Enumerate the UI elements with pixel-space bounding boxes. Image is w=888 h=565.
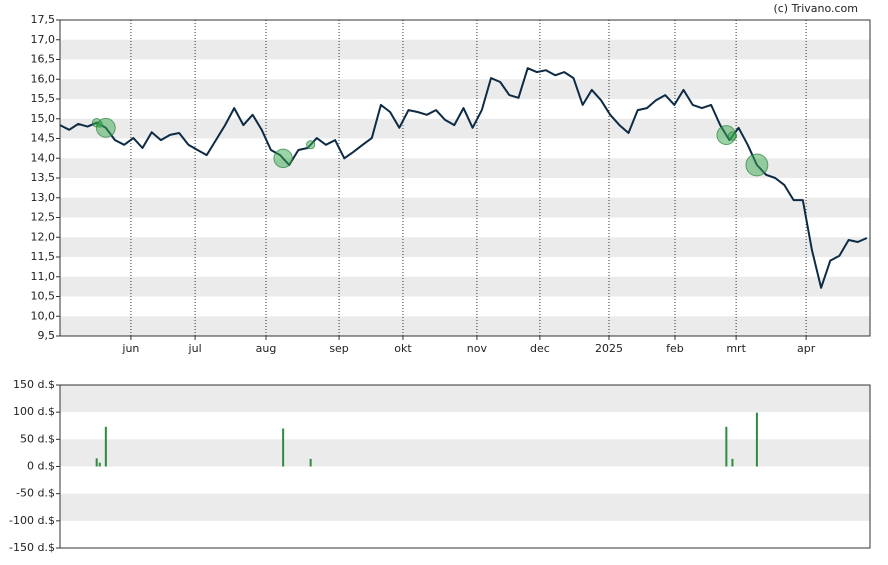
- volume-bar: [98, 462, 101, 467]
- y-tick-label: 9,5: [38, 329, 56, 342]
- grid-band: [60, 385, 870, 413]
- grid-band: [60, 158, 870, 178]
- y-tick-label: 50 d.$: [20, 432, 55, 445]
- y-tick-label: 12,5: [31, 211, 56, 224]
- volume-bar: [104, 426, 107, 467]
- y-tick-label: 10,5: [31, 290, 56, 303]
- x-tick-label: okt: [394, 342, 412, 355]
- y-tick-label: 13,0: [31, 191, 56, 204]
- grid-band: [60, 39, 870, 60]
- y-tick-label: 11,5: [31, 250, 56, 263]
- y-tick-label: 15,5: [31, 92, 56, 105]
- x-tick-label: jul: [188, 342, 202, 355]
- volume-bar: [95, 458, 98, 467]
- grid-band: [60, 493, 870, 521]
- y-tick-label: -100 d.$: [9, 514, 55, 527]
- plot-frame: [59, 384, 871, 549]
- x-tick-label: aug: [256, 342, 277, 355]
- y-tick-label: 17,5: [31, 13, 56, 26]
- grid-band: [60, 237, 870, 257]
- x-tick-label: nov: [467, 342, 488, 355]
- x-tick-label: sep: [329, 342, 348, 355]
- y-tick-label: 17,0: [31, 33, 56, 46]
- x-tick-label: apr: [797, 342, 816, 355]
- plot-frame: [59, 19, 871, 337]
- y-tick-label: 12,0: [31, 230, 56, 243]
- y-tick-label: 14,0: [31, 151, 56, 164]
- x-tick-label: jun: [121, 342, 139, 355]
- y-tick-label: 150 d.$: [13, 378, 55, 391]
- y-tick-label: 0 d.$: [27, 460, 55, 473]
- volume-bar: [731, 458, 734, 467]
- y-tick-label: -150 d.$: [9, 541, 55, 554]
- grid-band: [60, 276, 870, 297]
- y-tick-label: 15,0: [31, 112, 56, 125]
- volume-bubble: [306, 140, 316, 150]
- source-credit: (c) Trivano.com: [773, 2, 858, 15]
- volume-bar: [309, 458, 312, 467]
- y-tick-label: 10,0: [31, 309, 56, 322]
- y-tick-label: -50 d.$: [16, 487, 55, 500]
- x-tick-label: mrt: [726, 342, 746, 355]
- volume-bubble: [745, 153, 769, 177]
- grid-band: [60, 316, 870, 336]
- y-tick-label: 13,5: [31, 171, 56, 184]
- y-tick-label: 16,0: [31, 72, 56, 85]
- y-tick-label: 11,0: [31, 270, 56, 283]
- volume-bar: [282, 428, 285, 467]
- x-tick-label: 2025: [595, 342, 623, 355]
- grid-band: [60, 79, 870, 99]
- volume-bubble: [95, 117, 116, 138]
- volume-bar: [755, 412, 758, 467]
- grid-band: [60, 197, 870, 218]
- volume-bubble: [273, 148, 293, 169]
- volume-bar: [725, 426, 728, 467]
- y-tick-label: 14,5: [31, 132, 56, 145]
- y-tick-label: 100 d.$: [13, 405, 55, 418]
- x-tick-label: feb: [666, 342, 684, 355]
- x-tick-label: dec: [530, 342, 550, 355]
- y-tick-label: 16,5: [31, 53, 56, 66]
- grid-band: [60, 439, 870, 467]
- volume-bubble: [727, 131, 738, 141]
